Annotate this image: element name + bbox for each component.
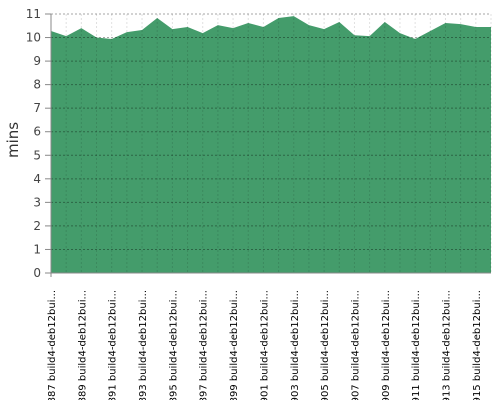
y-tick-label: 6 (33, 125, 41, 139)
y-tick-label: 5 (33, 148, 41, 162)
y-tick-label: 9 (33, 54, 41, 68)
x-tick-label: #893 build4-deb12bui... (138, 290, 149, 400)
y-tick-label: 2 (33, 219, 41, 233)
x-tick-label: #887 build4-deb12bui... (47, 290, 58, 400)
y-tick-label: 0 (33, 266, 41, 280)
x-tick-label: #895 build4-deb12bui... (168, 290, 179, 400)
x-tick-label: #907 build4-deb12bui... (350, 290, 361, 400)
y-tick-label: 3 (33, 195, 41, 209)
y-tick-label: 10 (26, 31, 41, 45)
x-tick-label: #897 build4-deb12bui... (199, 290, 210, 400)
x-tick-label: #903 build4-deb12bui... (290, 290, 301, 400)
y-tick-label: 11 (26, 7, 41, 21)
y-tick-label: 1 (33, 242, 41, 256)
y-tick-label: 7 (33, 101, 41, 115)
y-axis-label: mins (4, 122, 22, 158)
x-tick-label: #889 build4-deb12bui... (77, 290, 88, 400)
x-tick-label: #913 build4-deb12bui... (441, 290, 452, 400)
x-tick-label: #901 build4-deb12bui... (259, 290, 270, 400)
y-tick-label: 8 (33, 78, 41, 92)
x-tick-label: #909 build4-deb12bui... (381, 290, 392, 400)
x-tick-label: #911 build4-deb12bui... (411, 290, 422, 400)
area (51, 16, 491, 274)
y-tick-label: 4 (33, 172, 41, 186)
x-tick-label: #891 build4-deb12bui... (108, 290, 119, 400)
x-tick-label: #899 build4-deb12bui... (229, 290, 240, 400)
x-tick-label: #915 build4-deb12bui... (472, 290, 483, 400)
x-tick-label: #905 build4-deb12bui... (320, 290, 331, 400)
